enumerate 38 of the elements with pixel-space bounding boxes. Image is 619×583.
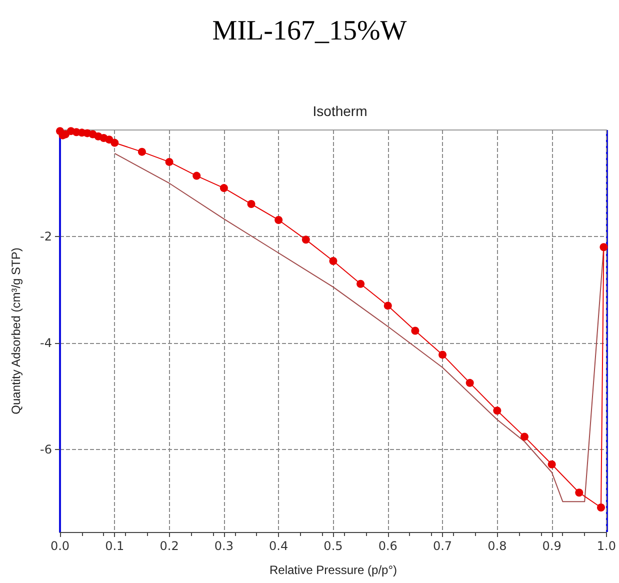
x-tick-label: 1.0 (596, 539, 616, 553)
point (165, 158, 174, 166)
point (274, 216, 283, 224)
point (220, 184, 228, 192)
y-tick-label: -6 (40, 442, 52, 456)
chart-title: MIL-167_15%W (212, 16, 408, 46)
x-tick-label: 0.2 (160, 539, 179, 553)
y-tick-label: -2 (40, 229, 52, 244)
x-axis-title: Relative Pressure (p/p°) (269, 563, 397, 577)
point (600, 243, 608, 252)
point (575, 488, 584, 497)
point (329, 256, 338, 265)
point (438, 350, 447, 359)
point (384, 302, 392, 310)
point (548, 460, 556, 468)
point (302, 236, 310, 244)
point (247, 200, 256, 208)
x-tick-label: 0.1 (105, 539, 124, 553)
x-tick-label: 0.0 (50, 539, 70, 553)
x-tick-label: 0.5 (324, 539, 343, 553)
point (356, 280, 365, 288)
point (138, 148, 146, 156)
x-tick-label: 0.7 (432, 539, 452, 553)
point (110, 138, 119, 147)
x-tick-label: 0.4 (269, 539, 288, 553)
chart-subtitle: Isotherm (312, 103, 368, 119)
y-axis-title: Quantity Adsorbed (cm³/g STP) (9, 248, 23, 414)
point (466, 378, 474, 387)
y-tick-label: -4 (40, 336, 52, 350)
x-tick-label: 0.3 (214, 539, 234, 553)
point (192, 172, 201, 180)
point (597, 504, 605, 512)
x-tick-label: 0.9 (542, 539, 562, 553)
point (493, 406, 502, 415)
x-tick-label: 0.6 (378, 539, 398, 553)
x-tick-label: 0.8 (488, 539, 507, 553)
point (520, 432, 528, 441)
point (411, 326, 420, 335)
